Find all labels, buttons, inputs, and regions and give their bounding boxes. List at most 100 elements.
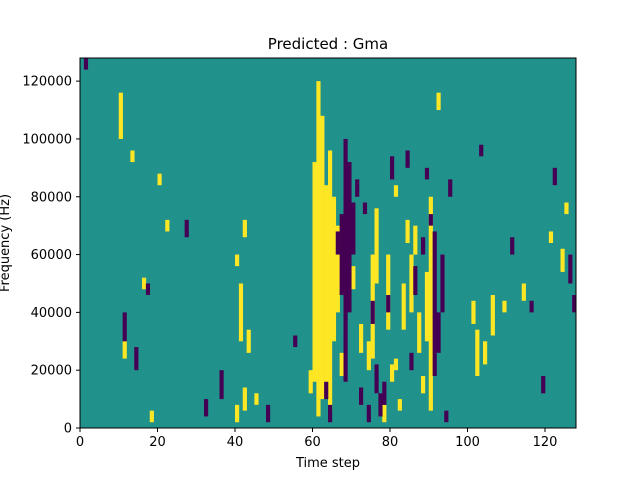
- heatmap-cell-high: [560, 248, 565, 272]
- heatmap-cell-low: [479, 144, 484, 157]
- heatmap-cell-high: [409, 254, 414, 313]
- heatmap-cell-high: [390, 364, 395, 382]
- x-axis-label: Time step: [295, 456, 360, 471]
- heatmap-cell-high: [122, 341, 127, 359]
- heatmap-cell-high: [428, 196, 433, 411]
- heatmap-cell-low: [204, 399, 209, 417]
- heatmap-cell-high: [548, 231, 554, 243]
- heatmap-cell-low: [390, 156, 395, 180]
- heatmap-cell-high: [308, 370, 313, 394]
- heatmap-cell-low: [145, 283, 151, 296]
- heatmap-cell-low: [347, 162, 352, 313]
- heatmap-cell-high: [242, 219, 247, 238]
- x-tick-label: 20: [149, 435, 166, 450]
- heatmap-cell-high: [118, 92, 123, 139]
- heatmap-cell-high: [142, 277, 147, 290]
- y-axis-label: Frequency (Hz): [0, 194, 13, 292]
- heatmap-cell-high: [339, 352, 344, 376]
- x-tick-label: 0: [76, 435, 84, 450]
- heatmap-cell-high: [351, 266, 356, 290]
- heatmap-cell-low: [552, 167, 557, 186]
- heatmap-cell-low: [370, 300, 375, 324]
- heatmap-cell-low: [83, 58, 89, 70]
- heatmap-cell-high: [374, 208, 379, 284]
- x-tick-label: 60: [304, 435, 321, 450]
- heatmap-cell-low: [378, 393, 383, 417]
- plot-frame: [79, 57, 577, 429]
- heatmap-cell-high: [393, 185, 399, 197]
- heatmap-cell-low: [122, 312, 127, 342]
- heatmap-cell-low: [382, 381, 387, 405]
- heatmap-cell-high: [475, 329, 480, 376]
- heatmap-cell-high: [235, 254, 240, 267]
- chart-title: Predicted : Gma: [268, 35, 388, 53]
- heatmap-cell-high: [328, 150, 333, 411]
- heatmap-cell-low: [436, 312, 441, 353]
- heatmap-cell-low: [328, 404, 333, 423]
- heatmap-cell-low: [374, 364, 379, 394]
- heatmap-cell-high: [393, 358, 399, 371]
- heatmap-cell-low: [219, 370, 224, 400]
- heatmap-cell-high: [421, 375, 426, 394]
- heatmap-cell-high: [331, 196, 337, 342]
- heatmap-cell-high: [502, 300, 507, 313]
- y-tick-label: 0: [64, 422, 72, 437]
- heatmap-cell-high: [165, 219, 170, 232]
- heatmap-cell-high: [405, 219, 410, 244]
- heatmap-cell-high: [386, 254, 391, 330]
- y-tick-label: 60000: [31, 248, 72, 263]
- heatmap-cell-low: [444, 410, 449, 423]
- y-tick-label: 120000: [22, 75, 72, 90]
- heatmap-cell-low: [362, 202, 368, 215]
- heatmap-cell-high: [366, 341, 371, 371]
- x-axis-ticks: 0 20 40 60 80 100 120: [76, 428, 558, 450]
- heatmap-cells: [80, 58, 577, 428]
- heatmap-cell-high: [521, 283, 526, 301]
- heatmap-cell-low: [184, 219, 189, 238]
- heatmap-cell-high: [424, 271, 430, 342]
- heatmap-cell-low: [405, 150, 410, 168]
- x-tick-label: 100: [455, 435, 480, 450]
- heatmap-cell-high: [413, 225, 418, 255]
- heatmap-cell-high: [324, 185, 329, 388]
- y-tick-label: 100000: [22, 132, 72, 147]
- y-axis-ticks: 0 20000 40000 60000 80000 100000 120000: [22, 75, 80, 437]
- heatmap-cell-high: [382, 404, 387, 423]
- heatmap-cell-low: [359, 387, 364, 405]
- heatmap-cell-high: [417, 312, 422, 353]
- heatmap-cell-high: [490, 295, 495, 336]
- heatmap-cell-high: [401, 283, 406, 330]
- heatmap-cell-low: [134, 347, 139, 371]
- heatmap-cell-high: [397, 399, 402, 411]
- heatmap-cell-low: [440, 254, 445, 313]
- heatmap-cell-high: [246, 329, 251, 353]
- y-tick-label: 40000: [31, 306, 72, 321]
- heatmap-cell-low: [510, 237, 515, 255]
- heatmap-cell-low: [266, 404, 271, 423]
- heatmap-cell-high: [471, 300, 476, 324]
- heatmap-cell-low: [424, 167, 430, 180]
- heatmap-cell-low: [448, 179, 453, 197]
- heatmap-cell-high: [254, 393, 259, 405]
- heatmap-cell-low: [293, 335, 298, 348]
- heatmap-cell-low: [335, 231, 340, 255]
- heatmap-cell-low: [541, 375, 546, 394]
- heatmap-cell-high: [149, 410, 154, 423]
- heatmap-cell-high: [238, 283, 244, 342]
- x-tick-label: 80: [382, 435, 399, 450]
- heatmap-cell-high: [157, 173, 162, 186]
- y-tick-label: 80000: [31, 190, 72, 205]
- heatmap-cell-high: [320, 115, 325, 400]
- heatmap-cell-low: [572, 295, 577, 313]
- heatmap-cell-high: [312, 162, 317, 382]
- heatmap-cell-low: [343, 138, 348, 382]
- heatmap-cell-low: [529, 300, 534, 313]
- x-tick-label: 40: [227, 435, 244, 450]
- heatmap-cell-low: [568, 254, 573, 284]
- heatmap-cell-low: [428, 214, 433, 226]
- y-tick-label: 20000: [31, 364, 72, 379]
- heatmap-cell-low: [366, 404, 371, 423]
- heatmap-cell-high: [316, 81, 321, 417]
- x-tick-label: 120: [533, 435, 558, 450]
